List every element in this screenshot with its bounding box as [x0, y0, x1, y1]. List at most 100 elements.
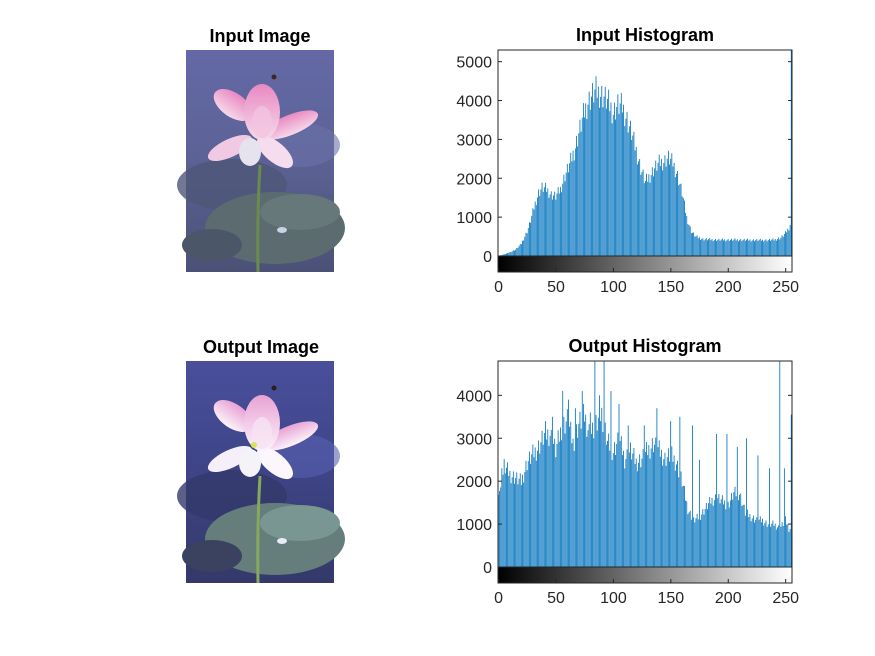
histogram-bar	[623, 450, 625, 567]
histogram-bar	[781, 522, 783, 567]
histogram-bar	[783, 233, 785, 256]
histogram-bar	[724, 500, 726, 567]
histogram-bar	[560, 186, 561, 256]
histogram-bar	[667, 448, 669, 567]
histogram-bar	[672, 461, 674, 567]
histogram-bar	[607, 440, 608, 567]
histogram-bar	[787, 228, 789, 256]
histogram-bar	[698, 237, 700, 256]
histogram-bar	[752, 515, 754, 567]
histogram-bar	[516, 247, 518, 256]
histogram-bar	[517, 247, 519, 256]
histogram-bar	[701, 239, 703, 256]
histogram-bar	[734, 238, 736, 256]
histogram-bar	[600, 96, 602, 256]
histogram-bar	[771, 523, 773, 567]
histogram-bar	[631, 459, 633, 567]
histogram-bar	[765, 239, 767, 256]
histogram-bar	[508, 252, 510, 256]
y-tick-label: 2000	[456, 171, 492, 188]
histogram-bar	[743, 504, 745, 567]
histogram-bar	[634, 150, 636, 256]
histogram-bar	[579, 411, 581, 567]
histogram-bar	[556, 444, 558, 567]
histogram-bar	[698, 459, 700, 567]
histogram-bar	[778, 525, 780, 567]
histogram-bar	[726, 433, 728, 567]
histogram-bar	[638, 161, 639, 256]
histogram-bar	[718, 238, 720, 256]
histogram-bar	[547, 429, 549, 567]
histogram-bar	[694, 236, 696, 256]
histogram-bar	[533, 457, 535, 567]
histogram-bar	[566, 163, 568, 256]
histogram-bar	[543, 433, 545, 567]
histogram-bar	[602, 107, 604, 256]
histogram-bar	[738, 500, 739, 567]
y-tick-label: 4000	[456, 388, 492, 405]
histogram-bar	[561, 440, 562, 567]
histogram-bar	[626, 449, 628, 567]
histogram-bar	[585, 103, 587, 256]
histogram-bar	[749, 239, 751, 256]
histogram-bar	[594, 361, 596, 567]
histogram-bar	[613, 102, 615, 256]
histogram-bar	[725, 241, 727, 256]
histogram-bar	[616, 443, 618, 567]
histogram-bar	[529, 451, 530, 567]
histogram-bar	[627, 132, 629, 256]
histogram-bar	[574, 148, 576, 256]
histogram-bar	[630, 442, 631, 567]
histogram-bar	[592, 422, 593, 567]
histogram-bar	[627, 425, 629, 567]
histogram-bar	[733, 239, 735, 256]
x-tick-label: 0	[494, 590, 503, 607]
histogram-bar	[648, 445, 650, 567]
histogram-bar	[718, 493, 720, 567]
histogram-bar	[656, 408, 658, 567]
histogram-bar	[759, 238, 761, 256]
x-tick-label: 50	[547, 590, 565, 607]
histogram-bar	[724, 239, 726, 256]
histogram-bar	[558, 441, 560, 567]
histogram-bar	[632, 135, 634, 256]
histogram-bar	[661, 449, 662, 567]
histogram-bar	[618, 113, 620, 257]
histogram-bar	[684, 200, 685, 256]
histogram-bar	[786, 232, 788, 256]
histogram-bar	[725, 509, 727, 567]
histogram-bar	[653, 176, 654, 256]
histogram-bar	[704, 508, 706, 567]
histogram-bar	[697, 238, 699, 256]
histogram-bar	[710, 240, 712, 256]
histogram-bar	[788, 531, 790, 567]
histogram-bar	[550, 429, 552, 567]
histogram-bar	[510, 252, 512, 256]
histogram-bar	[720, 499, 722, 567]
histogram-bar	[649, 458, 651, 567]
histogram-bar	[716, 433, 718, 567]
histogram-bar	[682, 485, 684, 567]
histogram-bar	[692, 425, 693, 567]
histogram-bar	[680, 471, 682, 567]
y-tick-label: 3000	[456, 132, 492, 149]
histogram-bar	[731, 493, 732, 567]
histogram-bar	[580, 131, 582, 256]
histogram-bar	[531, 215, 533, 256]
histogram-bar	[679, 184, 681, 256]
histogram-bar	[563, 174, 565, 256]
histogram-bar	[508, 475, 510, 567]
histogram-bar	[588, 91, 590, 256]
histogram-bar	[677, 460, 678, 567]
histogram-bar	[782, 526, 784, 567]
histogram-bar	[618, 403, 620, 567]
histogram-bar	[655, 437, 657, 567]
histogram-bar	[742, 505, 744, 567]
histogram-bar	[711, 239, 713, 256]
histogram-bar	[663, 459, 665, 567]
histogram-bar	[678, 477, 680, 567]
histogram-bar	[767, 240, 769, 256]
histogram-bar	[754, 522, 755, 567]
x-tick-label: 50	[547, 279, 565, 296]
histogram-bar	[762, 518, 763, 567]
